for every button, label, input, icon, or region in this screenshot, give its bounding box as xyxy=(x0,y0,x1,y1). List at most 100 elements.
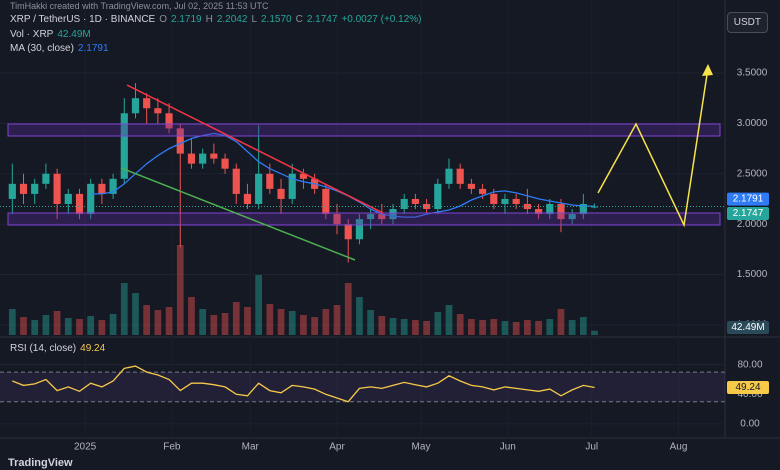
volume-bar xyxy=(165,307,173,335)
candle-body xyxy=(87,183,95,215)
volume-bar xyxy=(98,320,106,335)
volume-bar xyxy=(143,305,151,335)
candle-body xyxy=(143,98,151,109)
candle-body xyxy=(546,203,554,215)
candle-body xyxy=(579,203,587,215)
candle-body xyxy=(378,214,386,220)
trendline-green xyxy=(120,167,356,261)
volume-bar xyxy=(300,315,307,335)
label: Vol · XRP xyxy=(10,29,54,40)
candle-body xyxy=(232,168,240,194)
candle-body xyxy=(131,98,140,114)
value: 2.1747 xyxy=(306,14,338,25)
candle-body xyxy=(534,209,543,215)
value: 49.24 xyxy=(80,343,106,354)
candle-body xyxy=(98,183,106,194)
volume-bar xyxy=(378,316,386,335)
candle-body xyxy=(355,219,364,240)
trendline-red xyxy=(126,84,384,214)
volume-bar xyxy=(546,319,554,335)
watermark: TimHakki created with TradingView.com, J… xyxy=(10,1,269,11)
rsi-legend: RSI (14, close) 49.24 xyxy=(10,343,105,354)
candle-body xyxy=(523,203,531,210)
label: C xyxy=(295,14,303,25)
x-tick-label: Feb xyxy=(163,442,181,453)
volume-bar xyxy=(232,302,240,335)
candle-body xyxy=(165,113,173,129)
volume-bar xyxy=(20,317,27,335)
candle-body xyxy=(53,173,61,204)
x-tick-label: May xyxy=(412,442,431,453)
currency-button[interactable]: USDT xyxy=(726,12,768,33)
rsi-tick-label: 40.00 xyxy=(737,389,762,400)
volume-bar xyxy=(109,314,117,335)
value: 2.1719 xyxy=(171,14,202,25)
candle-body xyxy=(64,193,72,204)
y-tick-label: 3.0000 xyxy=(737,118,768,129)
volume-bar xyxy=(501,321,509,335)
rsi-line xyxy=(12,365,595,403)
candle-body xyxy=(221,158,229,169)
candle-body xyxy=(288,173,296,199)
candle-body xyxy=(255,173,263,204)
candle-body xyxy=(42,173,50,184)
volume-bar xyxy=(490,319,498,335)
candle-body xyxy=(479,188,487,194)
candle-body xyxy=(467,183,475,189)
volume-bar xyxy=(288,311,296,335)
projection-arrowhead xyxy=(702,64,713,76)
y-tick-label: 2.5000 xyxy=(737,168,768,179)
candle-body xyxy=(176,128,184,154)
candle-body xyxy=(31,183,39,194)
plot-area xyxy=(0,72,725,425)
candle-body xyxy=(277,188,285,199)
ma-legend: MA (30, close) 2.1791 xyxy=(10,43,109,54)
label: H xyxy=(205,14,213,25)
volume-bar xyxy=(468,319,475,335)
volume-bar xyxy=(344,283,352,335)
volume-bar xyxy=(535,321,542,335)
volume-bar xyxy=(445,305,453,335)
volume-legend: Vol · XRP 42.49M xyxy=(10,29,91,40)
change: +0.0027 (+0.12%) xyxy=(341,14,422,25)
volume-bar xyxy=(568,320,576,335)
ma-tag: 2.1791 xyxy=(733,194,764,205)
x-tick-label: Mar xyxy=(242,442,260,453)
volume-bar xyxy=(591,330,598,335)
volume-bar xyxy=(311,317,318,335)
volume-bar xyxy=(557,309,565,335)
candle-body xyxy=(568,214,576,220)
candle-body xyxy=(210,153,218,159)
label: RSI (14, close) xyxy=(10,343,77,354)
volume-bar xyxy=(132,293,139,335)
candle-body xyxy=(344,224,352,240)
volume-bar xyxy=(322,309,330,335)
y-tick-label: 3.5000 xyxy=(737,68,768,79)
volume-bar xyxy=(512,322,520,335)
candle-body xyxy=(19,183,28,194)
candle-body xyxy=(266,173,274,189)
candle-body xyxy=(109,178,117,194)
support-zone xyxy=(7,212,721,226)
footer-logo: TradingView xyxy=(8,457,73,469)
rsi-tag-bg xyxy=(727,380,769,394)
value: 2.1570 xyxy=(261,14,292,25)
volume-tag: 42.49M xyxy=(731,322,764,333)
volume-bar xyxy=(221,313,229,335)
volume-bar xyxy=(8,309,16,335)
candle-body xyxy=(243,193,252,204)
volume-bar xyxy=(277,309,285,335)
volume-bar xyxy=(434,312,442,335)
volume-bar xyxy=(210,315,218,335)
volume-bar xyxy=(255,275,263,335)
volume-bar xyxy=(456,314,464,335)
x-tick-label: Jun xyxy=(500,442,516,453)
resistance-zone xyxy=(7,123,721,137)
candle-body xyxy=(333,214,341,225)
candle-body xyxy=(367,214,375,220)
candle-body xyxy=(75,193,84,215)
candle-body xyxy=(400,198,408,210)
volume-bar xyxy=(356,297,363,335)
value: 2.1791 xyxy=(77,43,109,54)
